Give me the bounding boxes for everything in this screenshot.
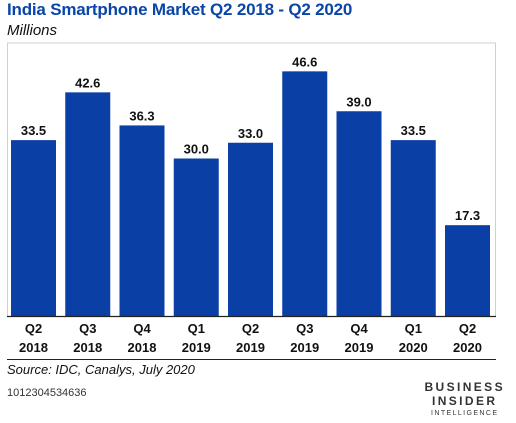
data-label: 42.6 xyxy=(75,75,100,90)
bar xyxy=(65,92,111,316)
chart-code: 1012304534636 xyxy=(7,387,87,399)
chart-title: India Smartphone Market Q2 2018 - Q2 202… xyxy=(7,0,353,19)
x-tick-label-year: 2019 xyxy=(290,340,319,355)
x-tick-label-quarter: Q1 xyxy=(405,321,422,336)
bar xyxy=(390,140,436,316)
data-label: 46.6 xyxy=(292,54,317,69)
x-tick-label-year: 2018 xyxy=(73,340,102,355)
x-tick-label-quarter: Q2 xyxy=(25,321,42,336)
x-tick-label-quarter: Q2 xyxy=(459,321,476,336)
business-insider-intelligence-logo: BUSINESS INSIDER INTELLIGENCE xyxy=(424,381,505,417)
x-tick-label-quarter: Q3 xyxy=(79,321,96,336)
data-label: 33.5 xyxy=(401,123,426,138)
x-tick-label-quarter: Q4 xyxy=(133,321,151,336)
bar xyxy=(228,142,273,316)
source-note: Source: IDC, Canalys, July 2020 xyxy=(7,362,195,377)
x-tick-label-year: 2020 xyxy=(453,340,482,355)
bar xyxy=(173,158,219,316)
data-label: 33.5 xyxy=(21,123,46,138)
bar xyxy=(336,111,382,316)
x-tick-label-quarter: Q3 xyxy=(296,321,313,336)
logo-line-intelligence: INTELLIGENCE xyxy=(431,410,499,417)
data-label: 36.3 xyxy=(129,108,154,123)
x-tick-label-quarter: Q4 xyxy=(350,321,368,336)
x-tick-label-quarter: Q1 xyxy=(188,321,205,336)
x-tick-label-year: 2018 xyxy=(19,340,48,355)
chart-subtitle: Millions xyxy=(7,22,58,39)
data-label: 39.0 xyxy=(346,94,371,109)
x-tick-label-year: 2020 xyxy=(399,340,428,355)
bar xyxy=(282,71,328,316)
logo-line-business: BUSINESS xyxy=(424,380,505,394)
x-tick-label-year: 2018 xyxy=(128,340,157,355)
data-label: 30.0 xyxy=(184,142,209,157)
bar xyxy=(445,225,490,316)
x-tick-label-year: 2019 xyxy=(182,340,211,355)
x-tick-label-year: 2019 xyxy=(236,340,265,355)
x-tick-label-quarter: Q2 xyxy=(242,321,259,336)
logo-line-insider: INSIDER xyxy=(431,394,498,408)
x-tick-label-year: 2019 xyxy=(345,340,374,355)
data-label: 17.3 xyxy=(455,208,480,223)
data-label: 33.0 xyxy=(238,126,263,141)
bar xyxy=(119,125,165,316)
bar xyxy=(11,140,56,316)
